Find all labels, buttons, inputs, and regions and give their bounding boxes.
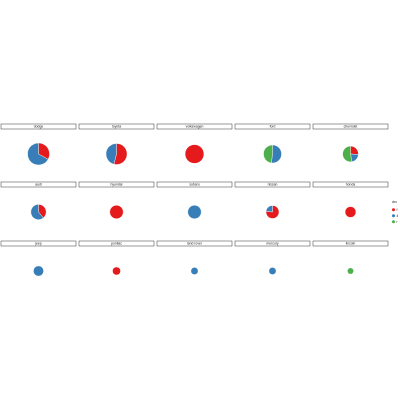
pie-slice-r [347, 267, 354, 275]
facet-panel-lincoln: lincoln [312, 240, 389, 275]
facet-strip-label: mercury [266, 242, 279, 246]
pie-slice-f [113, 143, 128, 165]
pie-slice-r [342, 145, 353, 163]
facet-strip-label: dodge [34, 125, 44, 129]
facet-strip-label: pontiac [111, 242, 122, 246]
facet-strip-label: ford [270, 125, 276, 129]
pie-slice-4 [27, 142, 49, 166]
pie-slice-f [38, 142, 50, 160]
pie-slice-f [109, 205, 124, 219]
facet-panel-subaru: subaru [156, 181, 233, 219]
facet-strip [156, 181, 233, 188]
pie-slice-4 [271, 144, 282, 164]
facet-strip [0, 181, 77, 188]
facet-strip [78, 123, 155, 130]
legend-key-f [392, 208, 395, 212]
facet-panel-toyota: toyota [78, 123, 155, 165]
facet-strip-label: hyundai [111, 183, 123, 187]
facet-strip [0, 240, 77, 247]
facet-strip [312, 240, 389, 247]
pie-slice-4 [30, 204, 44, 220]
facet-strip [78, 181, 155, 188]
facet-strip-label: nissan [268, 183, 278, 187]
facet-strip-label: honda [346, 183, 356, 187]
facet-panel-hyundai: hyundai [78, 181, 155, 219]
pie-slice-4 [187, 205, 202, 219]
facet-strip [234, 240, 311, 247]
pie-slice-4 [105, 143, 117, 165]
facet-strip-label: chevrolet [344, 125, 358, 129]
facet-strip [156, 123, 233, 130]
facet-strip [234, 123, 311, 130]
facet-strip-label: subaru [189, 183, 199, 187]
facet-strip-label: volkswagen [186, 125, 204, 129]
facet-strip-label: lincoln [346, 242, 356, 246]
facet-strip-label: jeep [34, 242, 42, 246]
facet-panel-ford: ford [234, 123, 311, 164]
facet-strip-label: land rover [187, 242, 203, 246]
facet-panel-pontiac: pontiac [78, 240, 155, 276]
pie-slice-r [263, 144, 273, 164]
facet-strip-label: audi [35, 183, 42, 187]
facet-panel-honda: honda [312, 181, 389, 218]
facet-strip [156, 240, 233, 247]
legend-title: drv [392, 200, 397, 204]
facet-panel-chevrolet: chevrolet [312, 123, 389, 163]
pie-slice-f [350, 145, 359, 155]
facet-strip [312, 181, 389, 188]
facet-strip [234, 181, 311, 188]
facet-strip [0, 123, 77, 130]
pie-slice-f [184, 144, 205, 164]
legend-label: r [397, 220, 399, 224]
facet-strip-label: toyota [112, 125, 121, 129]
pie-slice-4 [190, 267, 199, 275]
pie-slice-4 [268, 267, 277, 275]
pie-slice-f [112, 266, 121, 276]
facet-panel-jeep: jeep [0, 240, 77, 277]
facet-panel-dodge: dodge [0, 123, 77, 166]
facet-panels: dodge toyota volkswagen ford chevrolet audi hy… [0, 123, 389, 277]
pie-slice-4 [265, 205, 273, 213]
legend-label: f [397, 208, 398, 212]
facet-panel-audi: audi [0, 181, 77, 220]
facet-strip [78, 240, 155, 247]
facet-panel-land-rover: land rover [156, 240, 233, 275]
pie-slice-f [344, 206, 357, 218]
legend-label: 4 [397, 214, 399, 218]
pie-slice-f [38, 204, 47, 219]
pie-slice-4 [33, 265, 44, 277]
legend-key-4 [392, 214, 395, 218]
facet-strip [312, 123, 389, 130]
facet-panel-mercury: mercury [234, 240, 311, 275]
legend-key-r [392, 220, 395, 224]
facet-panel-nissan: nissan [234, 181, 311, 219]
facet-panel-volkswagen: volkswagen [156, 123, 233, 164]
